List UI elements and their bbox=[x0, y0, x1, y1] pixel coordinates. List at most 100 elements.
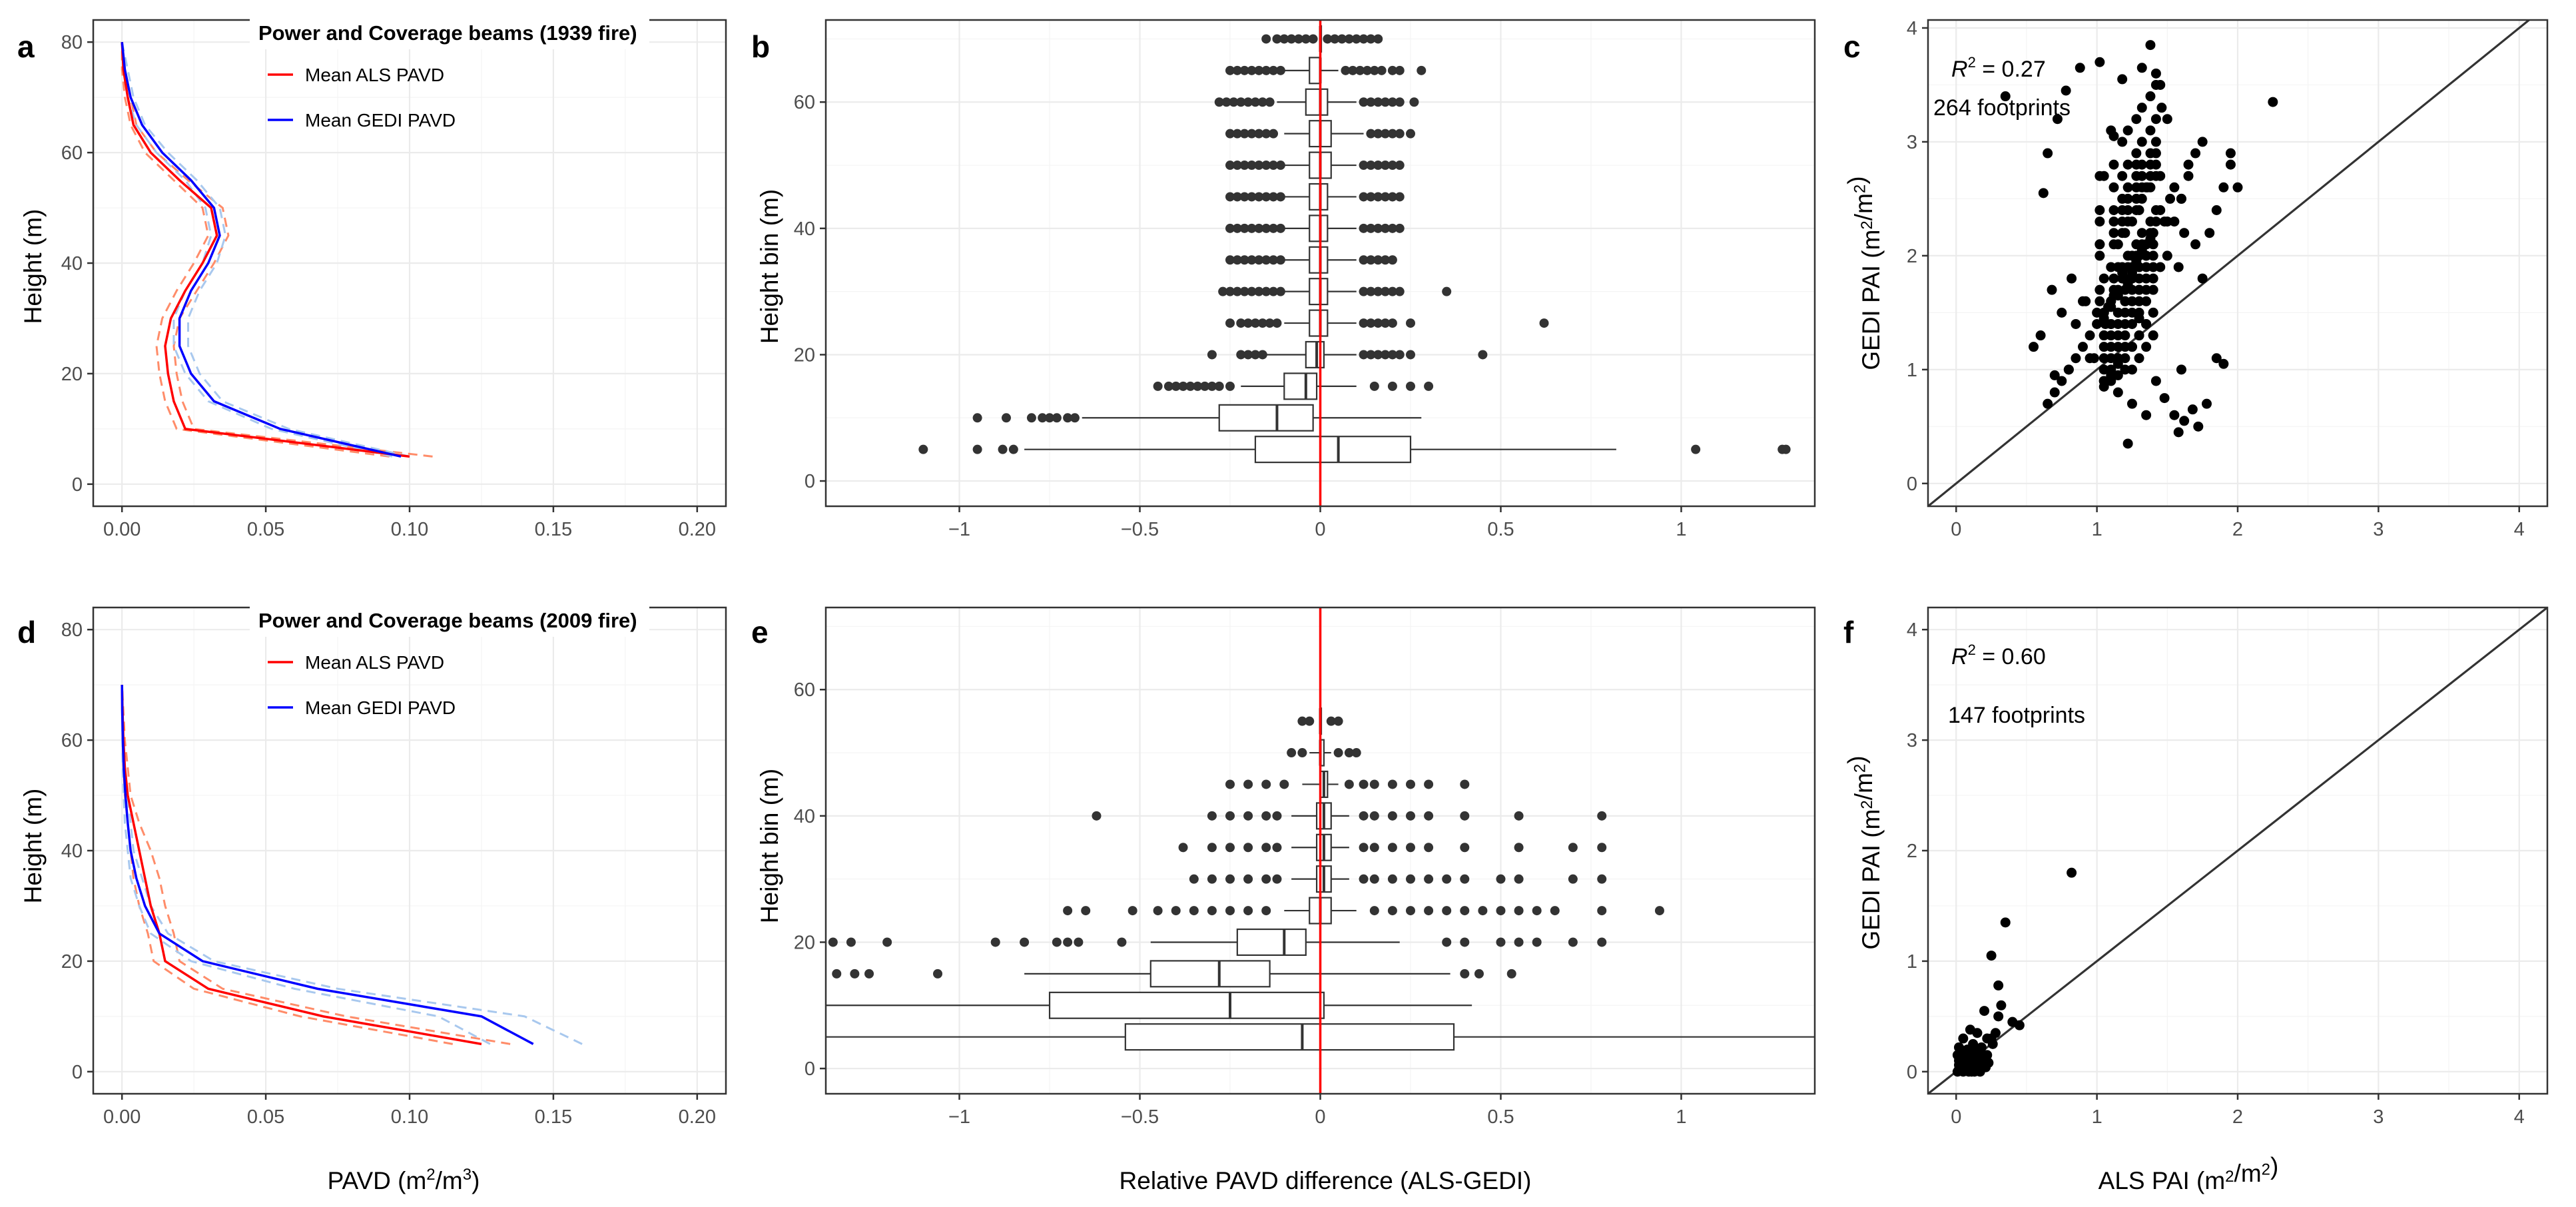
data-point bbox=[2081, 296, 2091, 306]
outlier-point bbox=[882, 937, 892, 947]
data-point bbox=[2190, 148, 2201, 159]
outlier-point bbox=[1496, 874, 1506, 884]
x-tick-label: 0.10 bbox=[391, 1106, 428, 1128]
panel-e-tick-labels: −1 −0.5 0 0.5 1 0 20 40 60 bbox=[794, 679, 1687, 1128]
data-point bbox=[2106, 262, 2116, 272]
data-point bbox=[2047, 284, 2057, 295]
data-point bbox=[2094, 250, 2105, 261]
outlier-point bbox=[1214, 381, 1224, 391]
outlier-point bbox=[1254, 129, 1264, 139]
mean-line bbox=[121, 42, 410, 458]
data-point bbox=[2218, 182, 2229, 193]
panel-c-points bbox=[1928, 20, 2531, 506]
outlier-point bbox=[850, 969, 860, 979]
data-point bbox=[2120, 273, 2130, 284]
data-point bbox=[2134, 330, 2144, 341]
outlier-point bbox=[1225, 779, 1235, 789]
y-tick-label: 40 bbox=[61, 841, 83, 862]
outlier-point bbox=[1178, 843, 1188, 853]
data-point bbox=[2108, 182, 2119, 193]
outlier-point bbox=[1369, 843, 1379, 853]
outlier-point bbox=[1275, 65, 1285, 75]
outlier-point bbox=[1387, 874, 1397, 884]
outlier-point bbox=[1269, 286, 1279, 296]
outlier-point bbox=[1171, 906, 1181, 916]
panel-d-label: d bbox=[17, 615, 36, 649]
outlier-point bbox=[1362, 65, 1372, 75]
outlier-point bbox=[1239, 129, 1249, 139]
outlier-point bbox=[1373, 255, 1383, 265]
legend-title-background bbox=[250, 604, 649, 637]
data-point bbox=[2131, 171, 2142, 181]
outlier-point bbox=[1265, 318, 1275, 328]
data-point bbox=[2000, 91, 2011, 102]
outlier-point bbox=[1387, 906, 1397, 916]
outlier-point bbox=[1239, 192, 1249, 202]
outlier-point bbox=[1442, 874, 1452, 884]
outlier-point bbox=[1597, 906, 1607, 916]
outlier-point bbox=[1189, 874, 1199, 884]
outlier-point bbox=[990, 937, 1000, 947]
outlier-point bbox=[1254, 192, 1264, 202]
outlier-point bbox=[1063, 413, 1073, 423]
data-point bbox=[2126, 398, 2137, 409]
outlier-point bbox=[1275, 192, 1285, 202]
data-point bbox=[2145, 148, 2156, 159]
iqr-box bbox=[1305, 88, 1329, 116]
outlier-point bbox=[1269, 192, 1279, 202]
y-tick-label: 60 bbox=[794, 92, 815, 113]
data-point bbox=[2141, 239, 2152, 250]
data-point bbox=[2057, 307, 2067, 318]
data-point bbox=[2094, 296, 2105, 306]
x-tick-label: 0 bbox=[1315, 1106, 1325, 1128]
iqr-box bbox=[1124, 1023, 1455, 1051]
data-point bbox=[2120, 307, 2130, 318]
iqr-box bbox=[1218, 404, 1314, 432]
outlier-point bbox=[1265, 97, 1275, 107]
iqr-box bbox=[1309, 246, 1329, 274]
outlier-point bbox=[1261, 811, 1271, 821]
outlier-point bbox=[1424, 906, 1434, 916]
data-point bbox=[2120, 342, 2130, 352]
outlier-point bbox=[1395, 161, 1405, 171]
r-squared-annotation: R2 = 0.60 bbox=[1951, 641, 2046, 669]
x-tick-label: −0.5 bbox=[1121, 1106, 1159, 1128]
y-tick-label: 2 bbox=[1907, 246, 1917, 267]
outlier-point bbox=[1387, 255, 1397, 265]
data-point bbox=[2134, 296, 2144, 306]
upper-ci-line bbox=[121, 42, 433, 458]
data-point bbox=[2052, 114, 2063, 125]
data-point bbox=[2122, 159, 2133, 170]
box-30m bbox=[1218, 278, 1452, 306]
x-tick-label: 2 bbox=[2232, 519, 2243, 540]
outlier-point bbox=[1243, 779, 1253, 789]
data-point bbox=[2136, 228, 2147, 238]
outlier-point bbox=[1387, 350, 1397, 360]
data-point bbox=[2165, 193, 2176, 204]
data-point bbox=[1993, 1011, 2004, 1022]
outlier-point bbox=[1243, 843, 1253, 853]
outlier-point bbox=[1691, 444, 1701, 454]
data-point bbox=[2197, 137, 2208, 147]
outlier-point bbox=[1272, 34, 1282, 44]
legend-title: Power and Coverage beams (2009 fire) bbox=[258, 609, 637, 632]
data-point bbox=[2078, 342, 2088, 352]
outlier-point bbox=[1153, 906, 1163, 916]
data-point bbox=[2176, 193, 2186, 204]
data-point bbox=[2169, 410, 2180, 420]
data-point bbox=[2193, 421, 2204, 432]
outlier-point bbox=[1070, 413, 1080, 423]
outlier-point bbox=[1326, 716, 1336, 726]
data-point bbox=[2120, 364, 2130, 375]
y-tick-label: 0 bbox=[1907, 474, 1917, 495]
outlier-point bbox=[1395, 192, 1405, 202]
outlier-point bbox=[1359, 255, 1369, 265]
data-point bbox=[2131, 159, 2142, 170]
outlier-point bbox=[1424, 843, 1434, 853]
outlier-point bbox=[1366, 97, 1376, 107]
outlier-point bbox=[1539, 318, 1549, 328]
x-tick-label: 4 bbox=[2514, 1106, 2525, 1128]
data-point bbox=[2106, 330, 2116, 341]
data-point bbox=[2173, 427, 2184, 438]
x-tick-label: 0.05 bbox=[247, 519, 284, 540]
